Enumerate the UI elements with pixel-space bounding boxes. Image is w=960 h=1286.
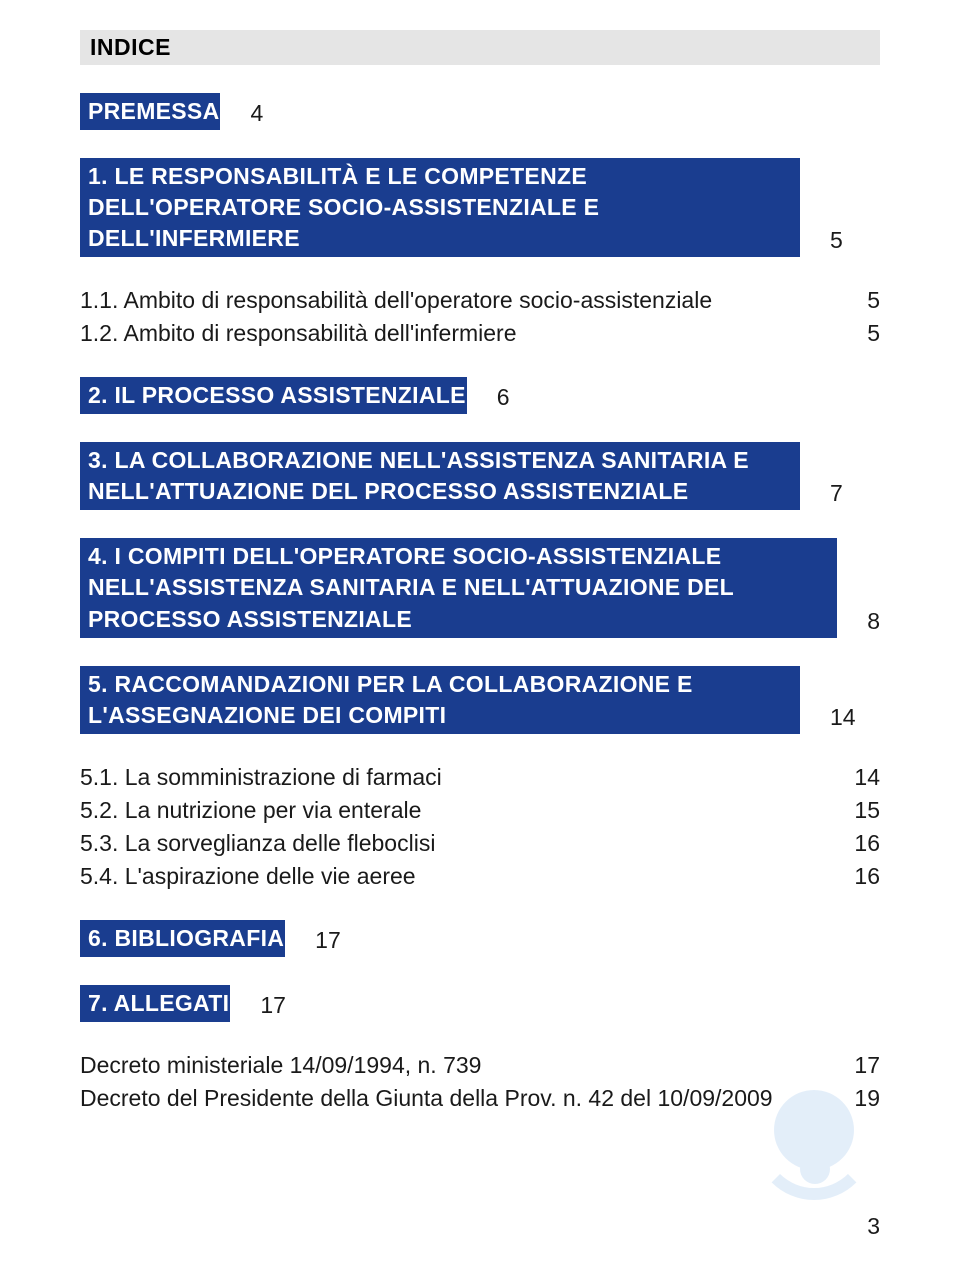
- toc-entry-5-3: 5.3. La sorveglianza delle fleboclisi 16: [80, 828, 880, 859]
- toc-page: 16: [834, 861, 880, 892]
- page-title: INDICE: [80, 30, 880, 65]
- page-number: 3: [867, 1213, 880, 1240]
- toc-label: PREMESSA: [80, 93, 220, 130]
- toc-page: 5: [847, 285, 880, 316]
- toc-entry-section-3: 3. LA COLLABORAZIONE NELL'ASSISTENZA SAN…: [80, 442, 880, 510]
- toc-page: 17: [230, 989, 286, 1022]
- toc-entry-1-1: 1.1. Ambito di responsabilità dell'opera…: [80, 285, 880, 316]
- toc-label: 7. ALLEGATI: [80, 985, 230, 1022]
- toc-page: 17: [834, 1050, 880, 1081]
- toc-label: Decreto ministeriale 14/09/1994, n. 739: [80, 1050, 834, 1081]
- toc-label: 1.2. Ambito di responsabilità dell'infer…: [80, 318, 847, 349]
- toc-entry-decreto-1: Decreto ministeriale 14/09/1994, n. 739 …: [80, 1050, 880, 1081]
- toc-entry-premessa: PREMESSA 4: [80, 93, 880, 130]
- toc-label: 6. BIBLIOGRAFIA: [80, 920, 285, 957]
- toc-label: 3. LA COLLABORAZIONE NELL'ASSISTENZA SAN…: [80, 442, 800, 510]
- toc-entry-section-1: 1. LE RESPONSABILITÀ E LE COMPETENZE DEL…: [80, 158, 880, 257]
- toc-page: 15: [834, 795, 880, 826]
- toc-page: 8: [837, 605, 880, 638]
- toc-entry-section-2: 2. IL PROCESSO ASSISTENZIALE 6: [80, 377, 880, 414]
- toc-entry-1-2: 1.2. Ambito di responsabilità dell'infer…: [80, 318, 880, 349]
- watermark-logo-icon: [754, 1082, 874, 1202]
- toc-label: 5.2. La nutrizione per via enterale: [80, 795, 834, 826]
- toc-entry-5-1: 5.1. La somministrazione di farmaci 14: [80, 762, 880, 793]
- toc-page: 17: [285, 924, 341, 957]
- toc-page: 5: [800, 224, 843, 257]
- toc-label: 5.1. La somministrazione di farmaci: [80, 762, 834, 793]
- toc-label: 5.3. La sorveglianza delle fleboclisi: [80, 828, 834, 859]
- toc-page: 16: [834, 828, 880, 859]
- toc-entry-section-7: 7. ALLEGATI 17: [80, 985, 880, 1022]
- toc-entry-5-4: 5.4. L'aspirazione delle vie aeree 16: [80, 861, 880, 892]
- toc-label: 2. IL PROCESSO ASSISTENZIALE: [80, 377, 467, 414]
- toc-label: Decreto del Presidente della Giunta dell…: [80, 1083, 834, 1114]
- toc-label: 4. I COMPITI DELL'OPERATORE SOCIO-ASSIST…: [80, 538, 837, 637]
- toc-entry-section-6: 6. BIBLIOGRAFIA 17: [80, 920, 880, 957]
- toc-entry-5-2: 5.2. La nutrizione per via enterale 15: [80, 795, 880, 826]
- toc-page: 7: [800, 477, 843, 510]
- toc-page: 14: [800, 701, 856, 734]
- toc-entry-section-5: 5. RACCOMANDAZIONI PER LA COLLABORAZIONE…: [80, 666, 880, 734]
- toc-label: 1.1. Ambito di responsabilità dell'opera…: [80, 285, 847, 316]
- toc-page: 6: [467, 381, 510, 414]
- toc-label: 1. LE RESPONSABILITÀ E LE COMPETENZE DEL…: [80, 158, 800, 257]
- page-container: INDICE PREMESSA 4 1. LE RESPONSABILITÀ E…: [0, 0, 960, 1286]
- toc-page: 4: [220, 97, 263, 130]
- toc-entry-section-4: 4. I COMPITI DELL'OPERATORE SOCIO-ASSIST…: [80, 538, 880, 637]
- toc-page: 14: [834, 762, 880, 793]
- toc-page: 5: [847, 318, 880, 349]
- toc-label: 5.4. L'aspirazione delle vie aeree: [80, 861, 834, 892]
- toc-label: 5. RACCOMANDAZIONI PER LA COLLABORAZIONE…: [80, 666, 800, 734]
